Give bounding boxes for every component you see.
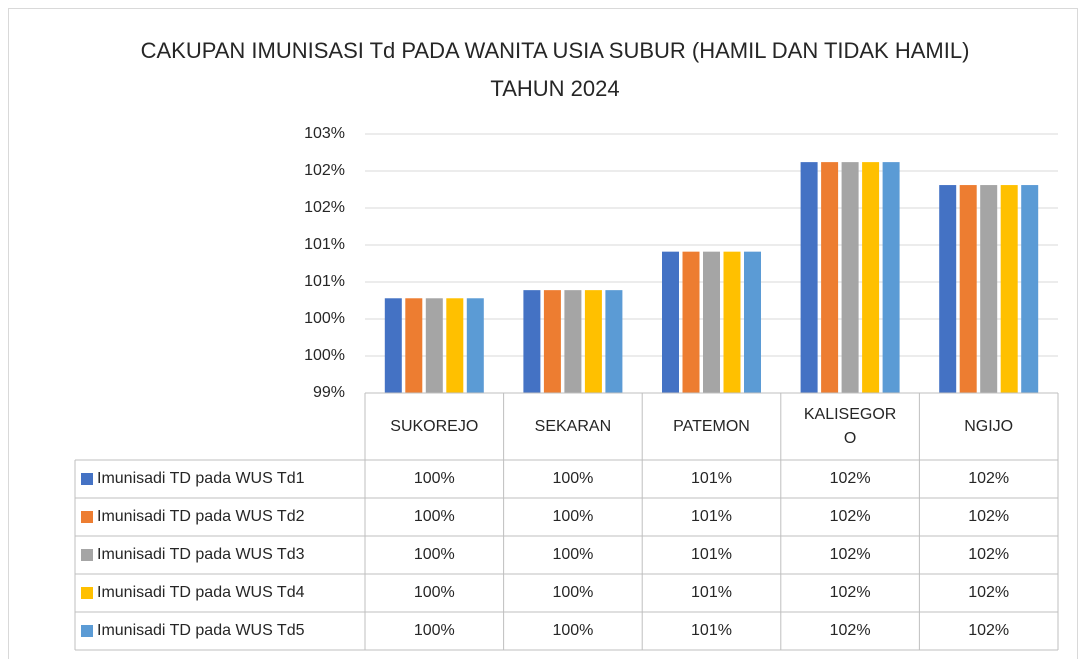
bar	[523, 290, 541, 393]
legend-label: Imunisadi TD pada WUS Td3	[97, 546, 305, 563]
bar	[682, 251, 700, 393]
data-label: 102%	[830, 622, 871, 639]
y-tick-label: 101%	[304, 236, 345, 253]
bar	[662, 251, 679, 393]
category-cell: NGIJO	[964, 417, 1014, 435]
data-label: 101%	[691, 546, 732, 563]
bar	[584, 290, 602, 393]
bar	[800, 162, 818, 393]
legend-label: Imunisadi TD pada WUS Td1	[97, 470, 305, 487]
bar	[425, 298, 443, 393]
legend-swatch	[81, 625, 93, 637]
legend-label: Imunisadi TD pada WUS Td5	[97, 622, 305, 639]
data-label: 101%	[691, 470, 732, 487]
data-label: 100%	[552, 470, 593, 487]
category-cell: KALISEGORO	[803, 405, 897, 447]
x-tick-label: NGIJO	[964, 417, 1014, 435]
legend-swatch	[81, 549, 93, 561]
bar	[703, 251, 720, 393]
data-label: 102%	[830, 470, 871, 487]
data-label: 102%	[968, 622, 1009, 639]
x-tick-label: SEKARAN	[534, 417, 612, 435]
bar	[821, 162, 839, 393]
legend-swatch	[81, 587, 93, 599]
x-tick-label: PATEMON	[673, 417, 750, 435]
y-tick-label: 101%	[304, 273, 345, 290]
bar	[1021, 185, 1039, 393]
bar	[543, 290, 561, 393]
legend-swatch	[81, 511, 93, 523]
bar	[744, 251, 761, 393]
data-label: 101%	[691, 622, 732, 639]
legend-label: Imunisadi TD pada WUS Td4	[97, 584, 305, 601]
y-tick-label: 100%	[304, 310, 345, 327]
category-cell: SEKARAN	[534, 417, 612, 435]
bar	[605, 290, 623, 393]
y-tick-label: 102%	[304, 162, 345, 179]
data-label: 102%	[830, 546, 871, 563]
category-cell: PATEMON	[673, 417, 750, 435]
legend-label: Imunisadi TD pada WUS Td2	[97, 508, 305, 525]
bar	[466, 298, 484, 393]
bar	[939, 185, 957, 393]
data-label: 100%	[552, 546, 593, 563]
data-label: 100%	[414, 584, 455, 601]
data-label: 102%	[830, 508, 871, 525]
bar	[1000, 185, 1018, 393]
data-label: 100%	[552, 622, 593, 639]
bar	[405, 298, 423, 393]
data-label: 101%	[691, 584, 732, 601]
data-label: 100%	[552, 584, 593, 601]
data-label: 102%	[968, 508, 1009, 525]
data-label: 102%	[968, 470, 1009, 487]
x-tick-label: SUKOREJO	[390, 417, 479, 435]
legend-swatch	[81, 473, 93, 485]
y-tick-label: 102%	[304, 199, 345, 216]
bar	[841, 162, 859, 393]
y-tick-label: 100%	[304, 347, 345, 364]
title-box: CAKUPAN IMUNISASI Td PADA WANITA USIA SU…	[140, 38, 970, 101]
chart-title: CAKUPAN IMUNISASI Td PADA WANITA USIA SU…	[140, 38, 970, 101]
bar	[564, 290, 582, 393]
bar	[446, 298, 464, 393]
y-tick-label: 99%	[313, 384, 345, 401]
data-label: 100%	[414, 622, 455, 639]
x-tick-label: KALISEGORO	[803, 405, 897, 447]
bar	[959, 185, 977, 393]
data-label: 101%	[691, 508, 732, 525]
category-cell: SUKOREJO	[390, 417, 479, 435]
bar	[723, 251, 741, 393]
data-label: 100%	[414, 546, 455, 563]
data-label: 102%	[830, 584, 871, 601]
data-label: 100%	[414, 470, 455, 487]
data-label: 100%	[414, 508, 455, 525]
bar	[862, 162, 880, 393]
data-label: 102%	[968, 584, 1009, 601]
bar	[980, 185, 998, 393]
y-tick-label: 103%	[304, 125, 345, 142]
bar	[384, 298, 402, 393]
bar	[882, 162, 900, 393]
data-label: 100%	[552, 508, 593, 525]
data-label: 102%	[968, 546, 1009, 563]
